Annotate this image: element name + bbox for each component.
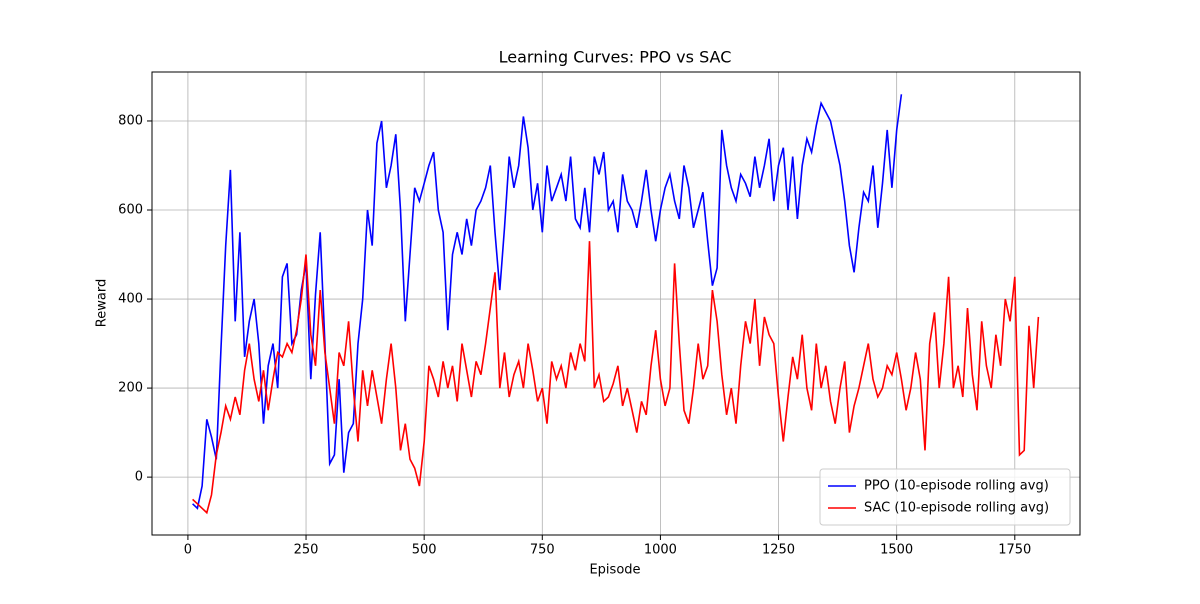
x-tick-label: 250 [294, 543, 319, 558]
y-axis-label: Reward [95, 279, 110, 327]
y-tick-label: 800 [118, 113, 143, 128]
chart-title: Learning Curves: PPO vs SAC [499, 48, 732, 67]
x-axis-label: Episode [589, 563, 640, 578]
x-tick-label: 1750 [998, 543, 1031, 558]
legend-label: PPO (10-episode rolling avg) [864, 479, 1049, 494]
legend-box [819, 468, 1071, 526]
x-tick-label: 0 [184, 543, 192, 558]
y-tick-label: 400 [118, 292, 143, 307]
x-tick-label: 500 [412, 543, 437, 558]
series-line [192, 94, 903, 510]
plot-frame [151, 71, 1081, 536]
x-tick-label: 750 [530, 543, 555, 558]
x-tick-label: 1000 [644, 543, 677, 558]
legend-label: SAC (10-episode rolling avg) [864, 501, 1049, 516]
x-tick-label: 1500 [880, 543, 913, 558]
y-tick-label: 200 [118, 381, 143, 396]
series-line [192, 241, 1040, 515]
y-tick-label: 600 [118, 203, 143, 218]
x-tick-label: 1250 [762, 543, 795, 558]
y-tick-label: 0 [135, 470, 143, 485]
